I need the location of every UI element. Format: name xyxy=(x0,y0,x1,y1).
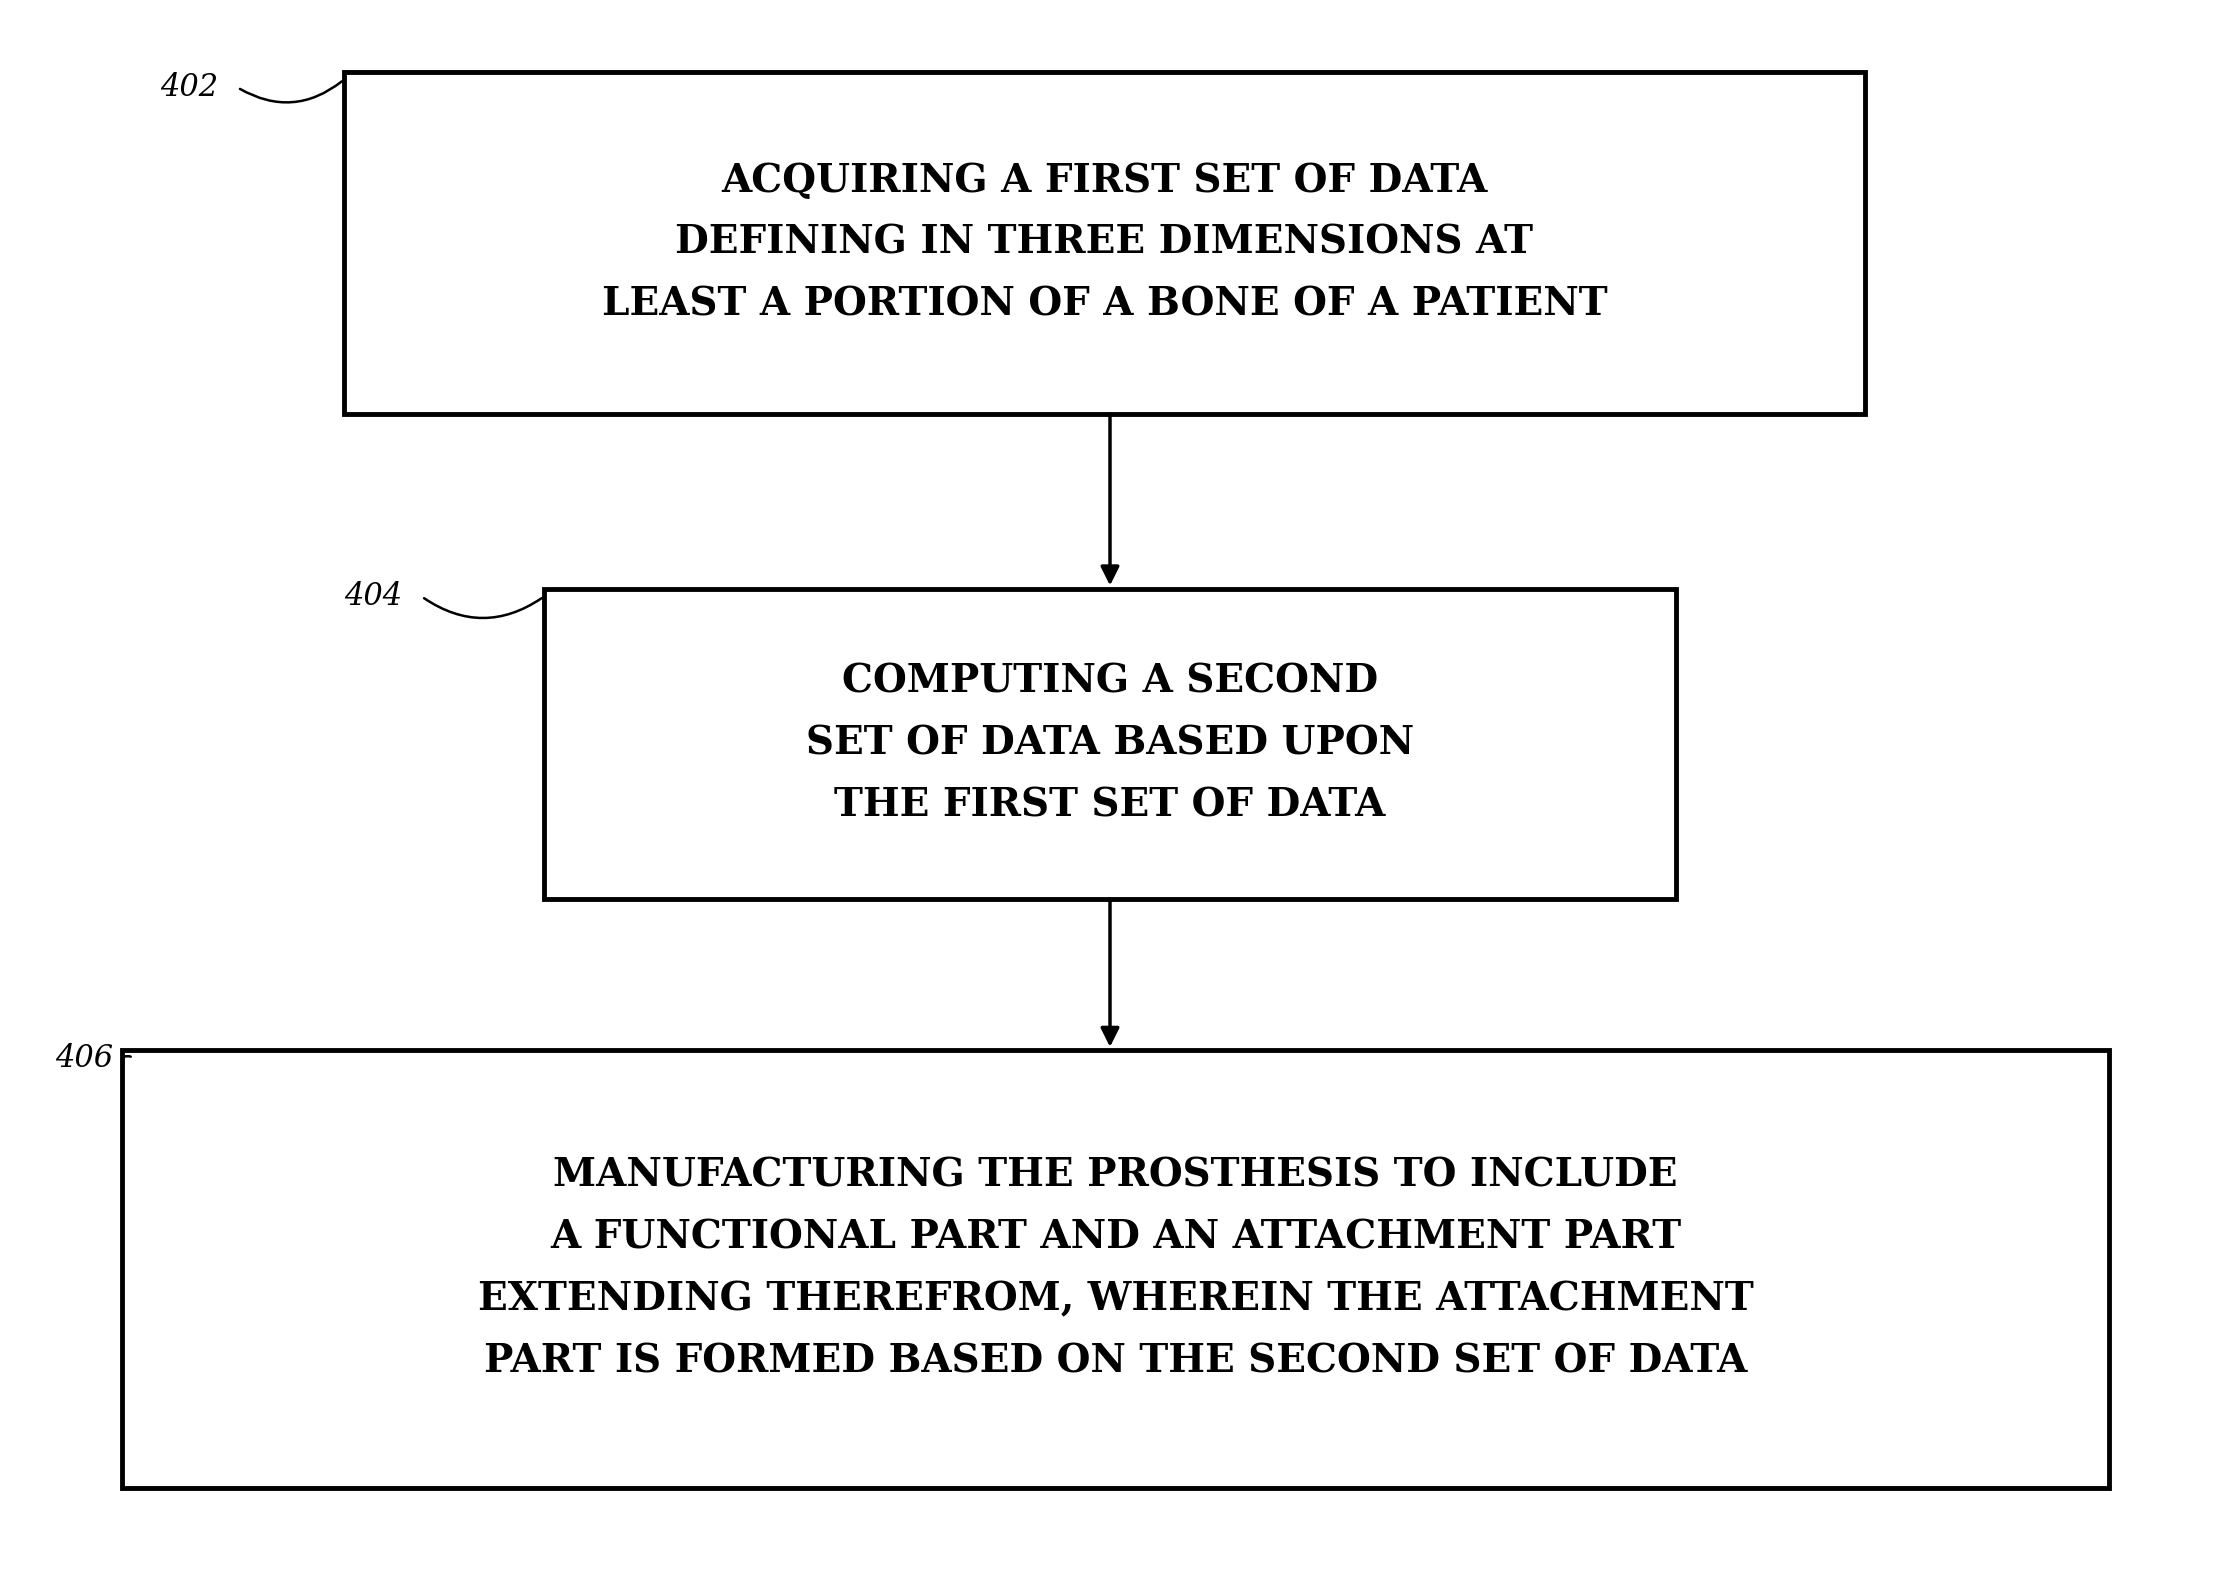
Bar xyxy=(344,72,1865,414)
Text: 404: 404 xyxy=(344,581,402,613)
Bar xyxy=(544,589,1676,899)
Bar xyxy=(122,1050,2109,1488)
Text: MANUFACTURING THE PROSTHESIS TO INCLUDE
A FUNCTIONAL PART AND AN ATTACHMENT PART: MANUFACTURING THE PROSTHESIS TO INCLUDE … xyxy=(477,1157,1754,1381)
Text: COMPUTING A SECOND
SET OF DATA BASED UPON
THE FIRST SET OF DATA: COMPUTING A SECOND SET OF DATA BASED UPO… xyxy=(806,663,1414,824)
Text: ACQUIRING A FIRST SET OF DATA
DEFINING IN THREE DIMENSIONS AT
LEAST A PORTION OF: ACQUIRING A FIRST SET OF DATA DEFINING I… xyxy=(602,162,1607,323)
Text: 402: 402 xyxy=(160,72,218,103)
Text: 406: 406 xyxy=(56,1042,113,1074)
